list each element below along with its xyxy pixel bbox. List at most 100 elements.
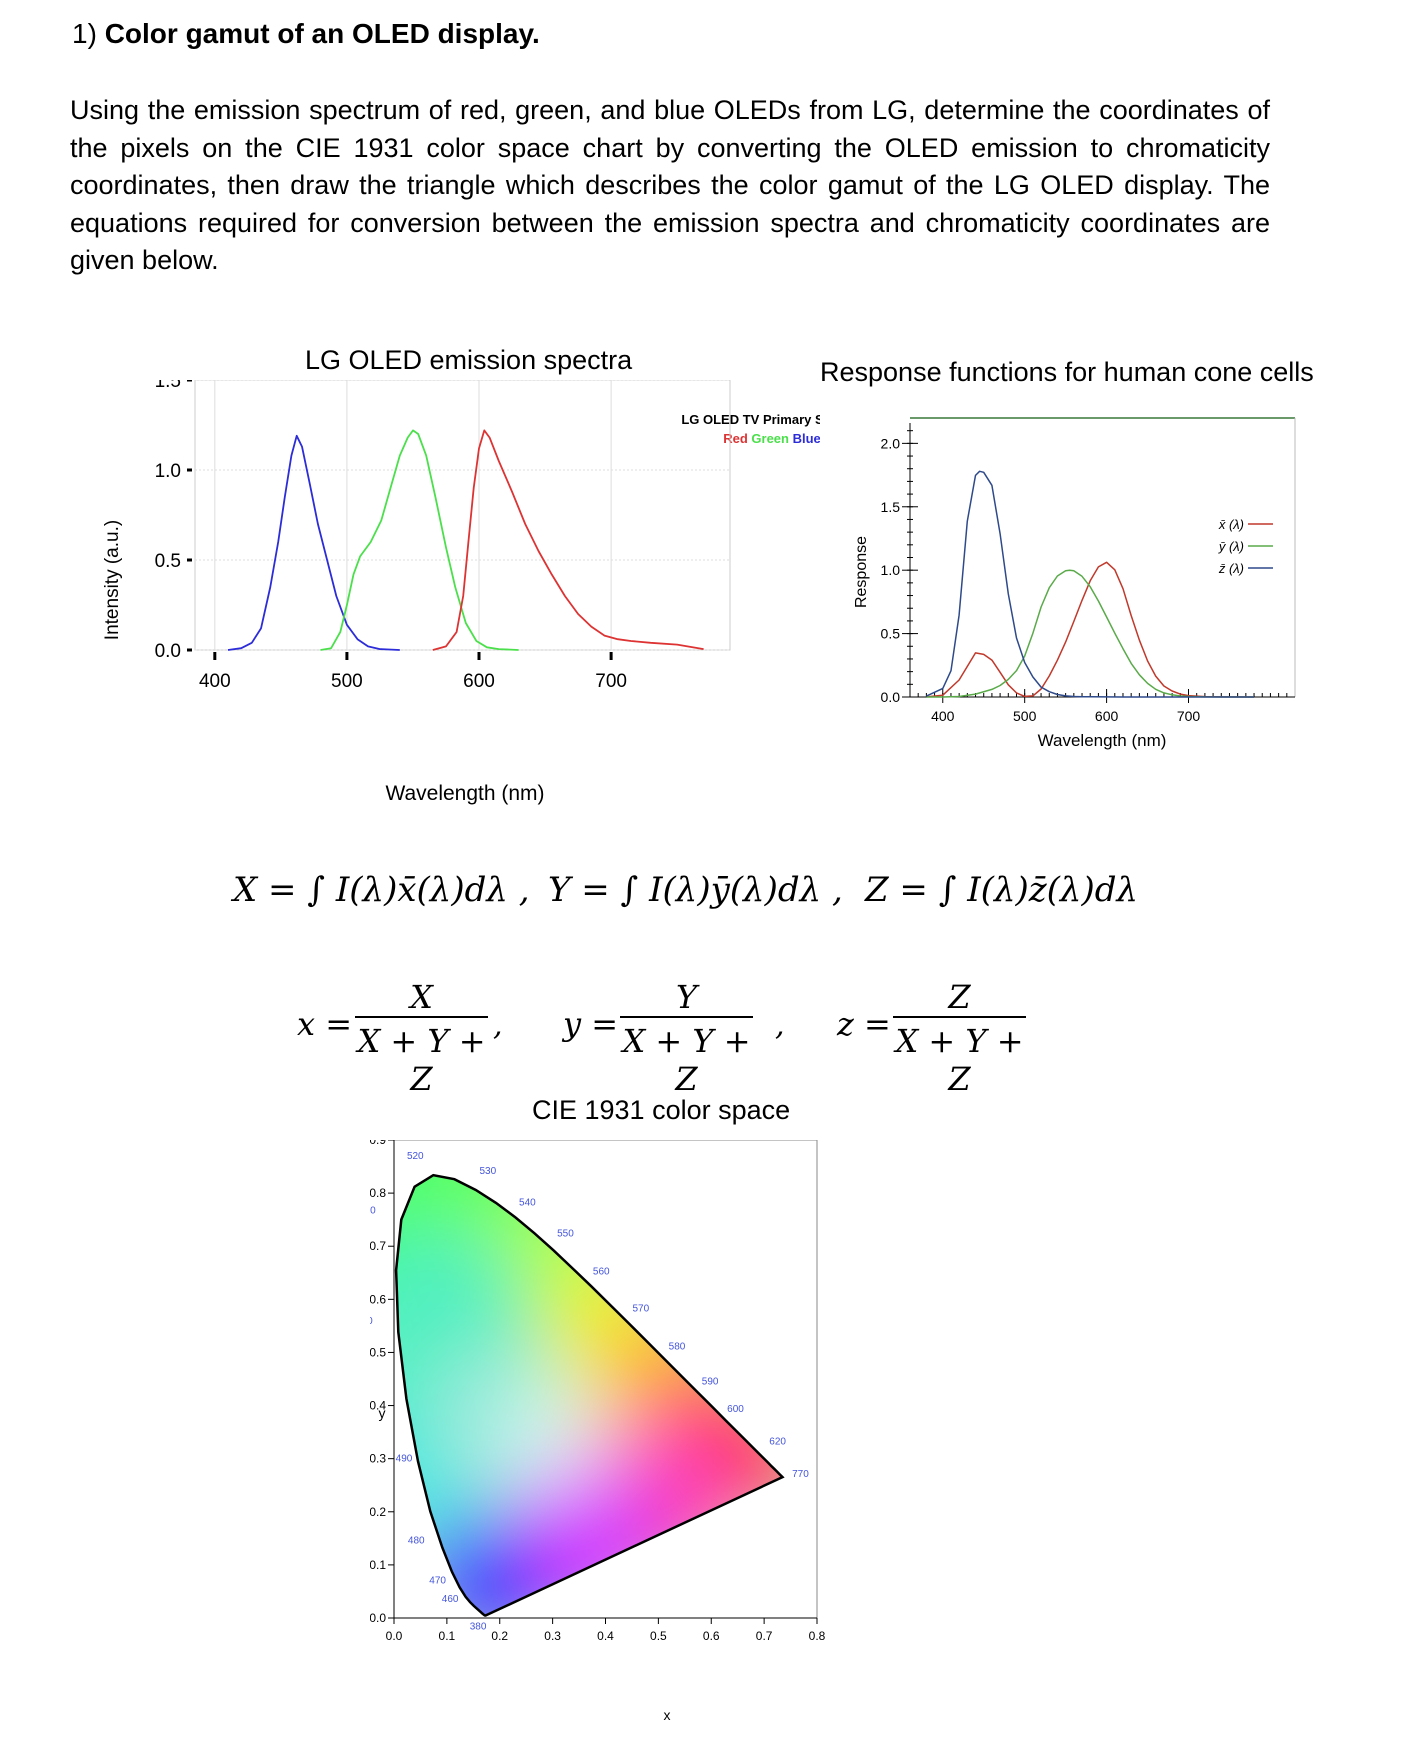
cie-wavelength-label-510: 510	[370, 1206, 376, 1217]
cone-y-tick-label: 0.0	[881, 689, 901, 705]
cie-chromaticity-chart: y x 0.0 0.1 0.2 0.3 0.4 0.5 0.6 0.7 0.8 0.9 0.0 0.1…	[370, 1140, 826, 1723]
cone-y-tick-label: 1.5	[881, 499, 901, 515]
cie-wavelength-label-600: 600	[727, 1404, 744, 1415]
emission-y-axis-label: Intensity (a.u.)	[102, 520, 123, 640]
z-numerator: Z	[893, 978, 1026, 1018]
emission-series-blue	[227, 434, 400, 651]
z-denominator: X + Y + Z	[895, 1022, 1024, 1098]
cone-legend-label: z̄ (λ)	[1218, 561, 1244, 576]
cie-wavelength-label-530: 530	[479, 1166, 496, 1177]
emission-spectra-chart: Intensity (a.u.) Wavelength (nm) LG OLED…	[102, 380, 820, 805]
cie-x-tick-label: 0.4	[597, 1629, 614, 1643]
cie-x-tick-label: 0.5	[650, 1629, 667, 1643]
emission-legend: Red Green Blue	[723, 431, 820, 446]
cie-y-axis-label: y	[379, 1405, 386, 1421]
emission-y-tick-label: 0.5	[155, 551, 181, 572]
emission-y-tick-label: 1.0	[155, 461, 181, 482]
cie-spectral-locus	[394, 1173, 785, 1617]
cie-wavelength-label-490: 490	[396, 1453, 413, 1464]
cie-wavelength-label-580: 580	[669, 1342, 686, 1353]
cone-x-tick-label: 600	[1095, 708, 1119, 724]
cone-x-axis-label: Wavelength (nm)	[1038, 731, 1167, 750]
cie-wavelength-label-560: 560	[593, 1266, 610, 1277]
cie-wavelength-label-380: 380	[470, 1621, 487, 1632]
cie-wavelength-label-570: 570	[632, 1303, 649, 1314]
x-numerator: X	[355, 978, 488, 1018]
cie-wavelength-label-470: 470	[429, 1575, 446, 1586]
cie-y-tick-label: 0.0	[370, 1611, 386, 1625]
cie-x-tick-label: 0.2	[491, 1629, 508, 1643]
cone-chart-title: Response functions for human cone cells	[820, 357, 1314, 387]
cie-y-tick-label: 0.7	[370, 1239, 386, 1253]
cie-wavelength-label-770: 770	[792, 1469, 809, 1480]
cone-y-tick-label: 2.0	[881, 435, 901, 451]
cie-x-axis-label: x	[664, 1707, 671, 1723]
cone-y-tick-label: 1.0	[881, 562, 901, 578]
emission-x-axis-label: Wavelength (nm)	[385, 782, 544, 805]
emission-plot-frame	[194, 380, 731, 651]
legend-red: Red	[723, 431, 748, 446]
cone-x-tick-label: 400	[931, 708, 955, 724]
emission-chart-title: LG OLED emission spectra	[305, 345, 633, 375]
cie-y-tick-label: 0.6	[370, 1292, 386, 1306]
cie-wavelength-label-590: 590	[702, 1377, 719, 1388]
cie-wavelength-label-550: 550	[557, 1228, 574, 1239]
y-denominator: X + Y + Z	[622, 1022, 751, 1098]
z-lhs: z =	[837, 1005, 891, 1043]
emission-series-green	[320, 429, 519, 651]
cie-y-tick-label: 0.3	[370, 1452, 386, 1466]
cone-series-ybar	[926, 569, 1255, 698]
emission-series-red	[432, 429, 704, 651]
equation-Z: Z = ∫ I(λ)z̄(λ)dλ	[865, 870, 1139, 910]
emission-x-tick-label: 500	[331, 671, 363, 692]
cone-x-tick-label: 700	[1177, 708, 1201, 724]
question-heading: 1) Color gamut of an OLED display.	[72, 18, 540, 50]
cone-series-xbar	[926, 561, 1255, 698]
y-numerator: Y	[620, 978, 753, 1018]
cone-y-axis-label: Response	[853, 536, 870, 608]
question-paragraph: Using the emission spectrum of red, gree…	[70, 95, 1270, 275]
emission-x-tick-label: 700	[595, 671, 627, 692]
legend-blue: Blue	[793, 431, 820, 446]
cie-wavelength-label-540: 540	[519, 1197, 536, 1208]
cie-fill-white-point	[462, 1347, 653, 1538]
cie-y-tick-label: 0.2	[370, 1505, 386, 1519]
x-denominator: X + Y + Z	[357, 1022, 486, 1098]
question-number: 1)	[72, 18, 97, 49]
cie-y-tick-label: 0.5	[370, 1345, 386, 1359]
x-lhs: x =	[297, 1005, 353, 1043]
cie-wavelength-label-500: 500	[370, 1316, 373, 1327]
x-comma: ,	[493, 1008, 503, 1043]
cie-y-tick-label: 0.4	[370, 1399, 386, 1413]
cie-wavelength-label-620: 620	[769, 1436, 786, 1447]
cone-legend-label: x̄ (λ)	[1218, 517, 1244, 532]
legend-green: Green	[751, 431, 789, 446]
cone-response-chart: Response Wavelength (nm) 0.0 0.5 1.0 1.5 2.0…	[853, 417, 1296, 750]
cie-x-tick-label: 0.3	[544, 1629, 561, 1643]
equation-X: X = ∫ I(λ)x̄(λ)dλ ,	[233, 870, 530, 910]
equation-Y: Y = ∫ I(λ)ȳ(λ)dλ ,	[548, 870, 843, 910]
cie-y-tick-label: 0.1	[370, 1558, 386, 1572]
cie-x-tick-label: 0.6	[703, 1629, 720, 1643]
cie-wavelength-label-460: 460	[442, 1594, 459, 1605]
cie-wavelength-label-480: 480	[408, 1536, 425, 1547]
emission-y-tick-label: 1.5	[155, 380, 181, 392]
emission-y-tick-label: 0.0	[155, 641, 181, 662]
cie-x-tick-label: 0.8	[809, 1629, 826, 1643]
emission-x-tick-label: 400	[199, 671, 231, 692]
emission-inner-title: LG OLED TV Primary Spectra	[681, 412, 820, 427]
cie-x-tick-label: 0.0	[386, 1629, 403, 1643]
cie-colour-fill	[396, 1175, 783, 1616]
cie-y-tick-label: 0.8	[370, 1186, 386, 1200]
y-comma: ,	[775, 1008, 785, 1043]
cone-series-zbar	[926, 470, 1254, 698]
question-title: Color gamut of an OLED display.	[104, 18, 540, 49]
emission-x-tick-label: 600	[463, 671, 495, 692]
y-lhs: y =	[563, 1005, 619, 1043]
cie-x-tick-label: 0.1	[439, 1629, 456, 1643]
cone-legend-label: ȳ (λ)	[1218, 539, 1244, 554]
cone-y-tick-label: 0.5	[881, 626, 901, 642]
cie-chart-title: CIE 1931 color space	[532, 1095, 791, 1125]
cie-wavelength-label-520: 520	[407, 1151, 424, 1162]
cie-y-tick-label: 0.9	[370, 1140, 386, 1147]
